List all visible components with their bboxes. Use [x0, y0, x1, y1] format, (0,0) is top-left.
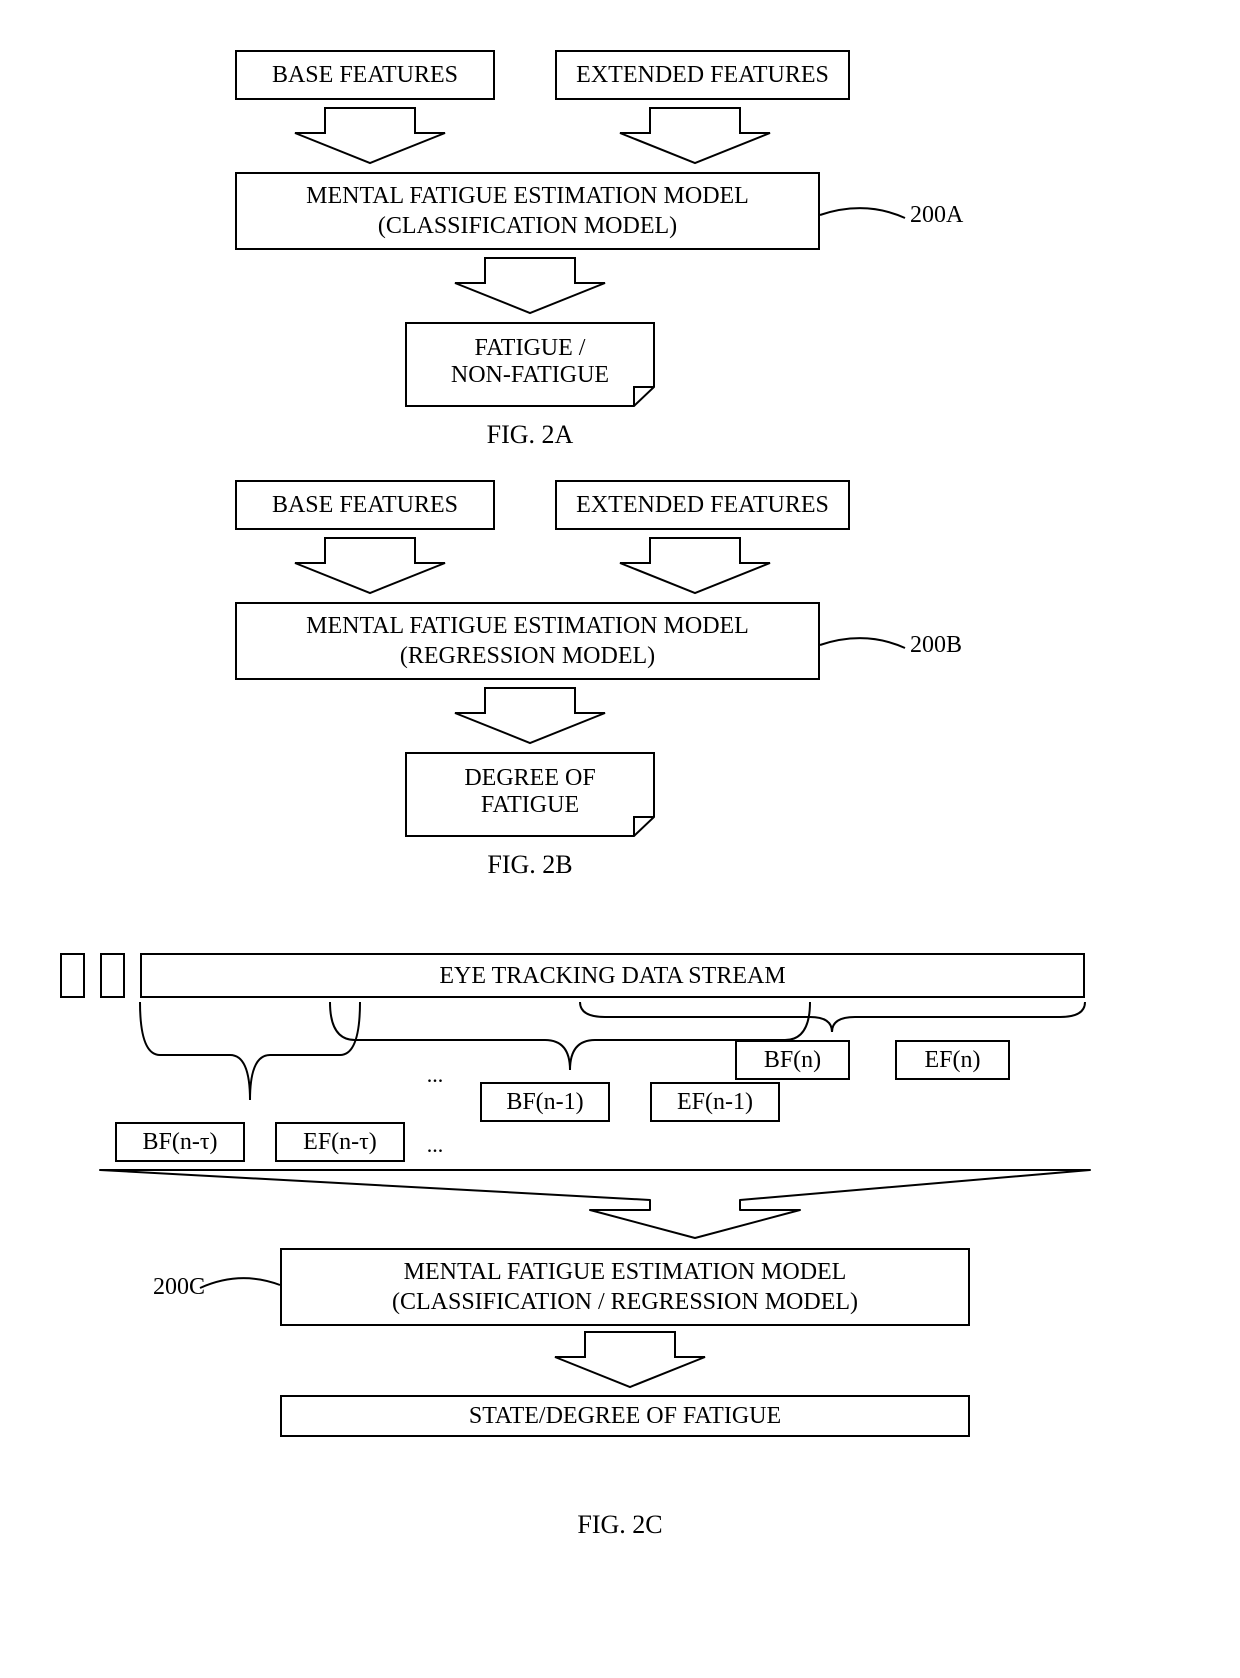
fig2b-model: MENTAL FATIGUE ESTIMATION MODEL (REGRESS… — [235, 602, 820, 680]
fig2a-arrow-output-icon — [455, 258, 605, 318]
label: BF(n) — [764, 1045, 821, 1075]
fig2a-output: FATIGUE / NON-FATIGUE — [405, 322, 655, 402]
fig2c-ref-connector-icon — [200, 1270, 280, 1300]
label-line2: (CLASSIFICATION / REGRESSION MODEL) — [392, 1287, 858, 1317]
label-line2: FATIGUE — [481, 792, 579, 819]
label-line1: FATIGUE / — [475, 335, 586, 362]
fig2b-output: DEGREE OF FATIGUE — [405, 752, 655, 832]
fig2c-stream-segment-1 — [60, 953, 85, 998]
label: EF(n-1) — [677, 1087, 753, 1117]
label-line1: MENTAL FATIGUE ESTIMATION MODEL — [404, 1257, 847, 1287]
fig2b-arrow-left-icon — [295, 538, 445, 598]
label: EXTENDED FEATURES — [576, 60, 829, 90]
fig2b-caption: FIG. 2B — [430, 850, 630, 880]
fig2c-dots-left: ... — [415, 1130, 455, 1160]
label: 200B — [910, 632, 962, 659]
fig2c-dots-right: ... — [415, 1060, 455, 1090]
label-line2: (CLASSIFICATION MODEL) — [378, 211, 677, 241]
fig2c-arrow-output-icon — [555, 1332, 705, 1392]
fig2c-output: STATE/DEGREE OF FATIGUE — [280, 1395, 970, 1437]
label: EF(n-τ) — [303, 1127, 377, 1157]
fig2b-ref-connector-icon — [820, 630, 910, 660]
fig2c-ef-n: EF(n) — [895, 1040, 1010, 1080]
fig2c-wide-arrow-icon — [100, 1170, 1090, 1240]
fig2b-arrow-right-icon — [620, 538, 770, 598]
fig2b-extended-features: EXTENDED FEATURES — [555, 480, 850, 530]
label: FIG. 2A — [487, 420, 574, 449]
fig2c-bf-n: BF(n) — [735, 1040, 850, 1080]
label: BASE FEATURES — [272, 490, 458, 520]
fig2b-base-features: BASE FEATURES — [235, 480, 495, 530]
fig2a-arrow-left-icon — [295, 108, 445, 168]
label: BASE FEATURES — [272, 60, 458, 90]
fig2c-stream-segment-2 — [100, 953, 125, 998]
fig2b-ref-label: 200B — [910, 630, 990, 660]
label: STATE/DEGREE OF FATIGUE — [469, 1401, 781, 1431]
label: EYE TRACKING DATA STREAM — [439, 961, 785, 991]
label: FIG. 2C — [577, 1510, 662, 1539]
label: ... — [427, 1132, 444, 1158]
label: 200C — [153, 1274, 205, 1301]
fig2c-ef-nt: EF(n-τ) — [275, 1122, 405, 1162]
label-line1: MENTAL FATIGUE ESTIMATION MODEL — [306, 611, 749, 641]
label: BF(n-τ) — [143, 1127, 218, 1157]
label-line1: DEGREE OF — [464, 765, 595, 792]
fig2a-ref-label: 200A — [910, 200, 990, 230]
label: EF(n) — [925, 1045, 981, 1075]
fig2a-arrow-right-icon — [620, 108, 770, 168]
fig2a-model: MENTAL FATIGUE ESTIMATION MODEL (CLASSIF… — [235, 172, 820, 250]
fig2a-caption: FIG. 2A — [430, 420, 630, 450]
fig2c-stream: EYE TRACKING DATA STREAM — [140, 953, 1085, 998]
fig2a-ref-connector-icon — [820, 200, 910, 230]
fig2c-caption: FIG. 2C — [520, 1510, 720, 1540]
label-line2: (REGRESSION MODEL) — [400, 641, 655, 671]
label: BF(n-1) — [506, 1087, 583, 1117]
fig2c-bf-n1: BF(n-1) — [480, 1082, 610, 1122]
label-line2: NON-FATIGUE — [451, 362, 609, 389]
fig2a-base-features: BASE FEATURES — [235, 50, 495, 100]
label: FIG. 2B — [487, 850, 572, 879]
fig2c-ref-label: 200C — [125, 1272, 205, 1302]
label-line1: MENTAL FATIGUE ESTIMATION MODEL — [306, 181, 749, 211]
fig2c-bf-nt: BF(n-τ) — [115, 1122, 245, 1162]
label: ... — [427, 1062, 444, 1088]
fig2c-brace-nt-icon — [140, 1000, 360, 1105]
label: 200A — [910, 202, 963, 229]
label: EXTENDED FEATURES — [576, 490, 829, 520]
fig2c-model: MENTAL FATIGUE ESTIMATION MODEL (CLASSIF… — [280, 1248, 970, 1326]
fig2b-arrow-output-icon — [455, 688, 605, 748]
fig2c-ef-n1: EF(n-1) — [650, 1082, 780, 1122]
fig2a-extended-features: EXTENDED FEATURES — [555, 50, 850, 100]
